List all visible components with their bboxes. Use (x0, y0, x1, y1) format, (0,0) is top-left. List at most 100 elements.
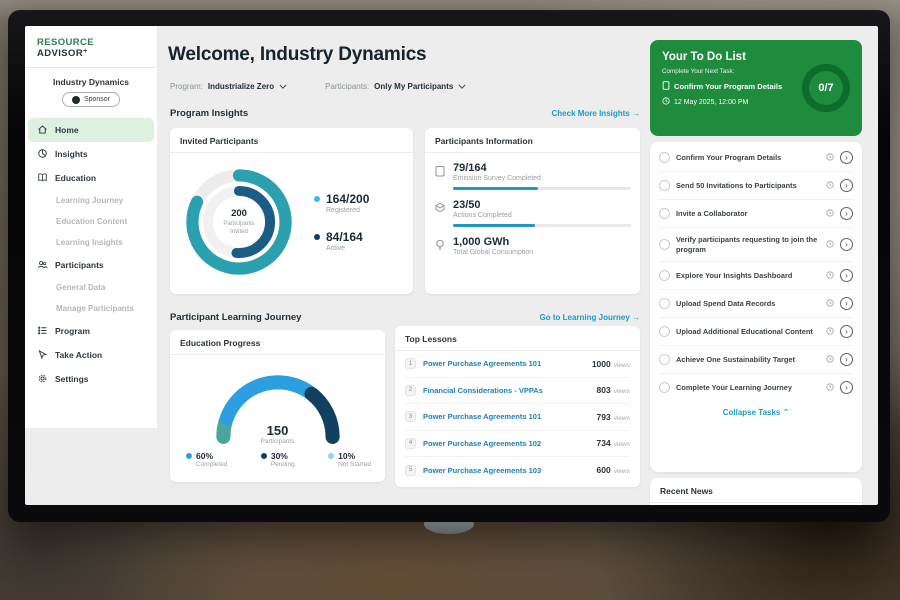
clock-icon (826, 355, 834, 365)
sidebar-item-settings[interactable]: Settings (25, 367, 157, 391)
program-insights-heading: Program Insights (170, 108, 249, 119)
sidebar-item-take-action[interactable]: Take Action (25, 343, 157, 367)
sidebar-item-insights[interactable]: Insights (25, 142, 157, 166)
task-row[interactable]: Verify participants requesting to join t… (659, 228, 853, 263)
lesson-rank: 3 (405, 411, 416, 423)
task-row[interactable]: Achieve One Sustainability Target › (659, 346, 853, 375)
collapse-tasks-link[interactable]: Collapse Tasks ⌃ (722, 408, 790, 418)
top-lessons-title: Top Lessons (395, 326, 640, 351)
chevron-right-icon[interactable]: › (840, 207, 853, 220)
completed-dot-icon (186, 453, 192, 459)
sidebar-item-manage-participants[interactable]: Manage Participants (56, 304, 134, 313)
recent-news-title: Recent News (650, 478, 862, 503)
go-to-learning-journey-link[interactable]: Go to Learning Journey → (539, 313, 640, 322)
invited-donut-chart: 200 Participants Invited (178, 161, 300, 283)
actions-completed-label: Actions Completed (453, 212, 512, 219)
gauge-segment (304, 386, 340, 444)
chevron-right-icon[interactable]: › (840, 381, 853, 395)
clock-icon (826, 383, 834, 393)
task-checkbox[interactable] (659, 180, 670, 191)
todo-next-task: Confirm Your Program Details (674, 82, 783, 91)
task-checkbox[interactable] (659, 208, 670, 219)
filter-bar: Program: Industrialize Zero Participants… (170, 82, 466, 91)
task-checkbox[interactable] (659, 382, 670, 394)
arrow-right-icon: → (632, 313, 640, 322)
sidebar-item-program[interactable]: Program (25, 319, 157, 343)
task-checkbox[interactable] (659, 239, 670, 251)
recent-news-card: Recent News (650, 478, 862, 505)
chevron-right-icon[interactable]: › (840, 151, 853, 164)
task-row[interactable]: Send 50 Invitations to Participants › (659, 172, 853, 200)
consumption-label: Total Global Consumption (453, 249, 534, 256)
program-filter[interactable]: Program: Industrialize Zero (170, 82, 287, 91)
task-row[interactable]: Confirm Your Program Details › (659, 144, 853, 172)
donut-center-label: Participants Invited (223, 221, 255, 235)
check-more-insights-link[interactable]: Check More Insights → (551, 109, 640, 118)
emission-survey-progressbar (453, 187, 631, 190)
lesson-row: 1 Power Purchase Agreements 101 1000 view… (405, 351, 630, 378)
task-row[interactable]: Upload Spend Data Records › (659, 290, 853, 319)
lesson-link[interactable]: Power Purchase Agreements 101 (423, 359, 542, 369)
chevron-right-icon[interactable]: › (840, 179, 853, 192)
clock-icon (826, 240, 834, 250)
task-row[interactable]: Upload Additional Educational Content › (659, 318, 853, 347)
chevron-right-icon[interactable]: › (840, 297, 853, 311)
todo-title: Your To Do List (662, 51, 746, 63)
sidebar-item-education[interactable]: Education (25, 166, 157, 190)
task-row[interactable]: Explore Your Insights Dashboard › (659, 262, 853, 291)
task-row[interactable]: Complete Your Learning Journey › (659, 374, 853, 401)
participants-filter[interactable]: Participants: Only My Participants (325, 82, 466, 91)
task-checkbox[interactable] (659, 354, 670, 366)
survey-icon (435, 165, 445, 190)
actions-completed-value: 23/50 (453, 199, 481, 211)
lesson-link[interactable]: Power Purchase Agreements 102 (423, 438, 542, 448)
chevron-right-icon[interactable]: › (840, 238, 853, 252)
emission-survey-value: 79/164 (453, 162, 487, 174)
learning-journey-heading: Participant Learning Journey (170, 312, 302, 323)
sidebar: RESOURCE ADVISOR+ Industry Dynamics Spon… (25, 26, 157, 428)
sidebar-item-learning-journey[interactable]: Learning Journey (56, 196, 124, 205)
sidebar-item-general-data[interactable]: General Data (56, 283, 106, 292)
sidebar-item-education-content[interactable]: Education Content (56, 217, 128, 226)
sidebar-nav: Home Insights Education Learning Journey… (25, 118, 157, 391)
chevron-right-icon[interactable]: › (840, 353, 853, 367)
chevron-up-icon: ⌃ (782, 408, 790, 418)
clock-icon (826, 180, 834, 191)
chevron-right-icon[interactable]: › (840, 269, 853, 283)
logo-text-secondary: ADVISOR (37, 48, 84, 59)
actions-icon (434, 202, 446, 227)
emission-survey-label: Emission Survey Completed (453, 175, 541, 182)
task-row[interactable]: Invite a Collaborator › (659, 200, 853, 228)
consumption-value: 1,000 GWh (453, 236, 510, 248)
registered-dot-icon (314, 196, 320, 202)
task-checkbox[interactable] (659, 270, 670, 282)
chevron-down-icon (279, 82, 287, 91)
education-icon (37, 172, 48, 185)
sidebar-item-participants[interactable]: Participants (25, 253, 157, 277)
task-doc-icon (662, 81, 670, 92)
not-started-dot-icon (328, 453, 335, 459)
lesson-link[interactable]: Power Purchase Agreements 101 (423, 412, 542, 422)
lesson-link[interactable]: Power Purchase Agreements 103 (423, 465, 542, 475)
participants-filter-value: Only My Participants (374, 82, 454, 91)
program-filter-value: Industrialize Zero (207, 82, 275, 91)
lesson-rank: 4 (405, 437, 416, 449)
lesson-row: 5 Power Purchase Agreements 103 600 views (405, 457, 630, 484)
gear-icon (37, 373, 48, 386)
task-checkbox[interactable] (659, 298, 670, 310)
lesson-rank: 5 (405, 464, 416, 476)
sidebar-item-home[interactable]: Home (28, 118, 154, 142)
actions-completed-progressbar (453, 224, 631, 227)
sidebar-item-learning-insights[interactable]: Learning Insights (56, 238, 123, 247)
lesson-link[interactable]: Financial Considerations - VPPAs (423, 385, 543, 395)
emission-survey-row: 79/164 Emission Survey Completed (425, 153, 640, 190)
legend-pending: 30% Pending (260, 451, 295, 468)
todo-task-list: Confirm Your Program Details › Send 50 I… (650, 142, 862, 472)
chevron-right-icon[interactable]: › (840, 325, 853, 339)
arrow-right-icon: → (632, 109, 640, 118)
active-dot-icon (314, 234, 320, 240)
task-checkbox[interactable] (659, 326, 670, 338)
legend-registered: 164/200 Registered (314, 192, 369, 214)
lesson-row: 3 Power Purchase Agreements 101 793 views (405, 404, 630, 431)
task-checkbox[interactable] (659, 152, 670, 163)
